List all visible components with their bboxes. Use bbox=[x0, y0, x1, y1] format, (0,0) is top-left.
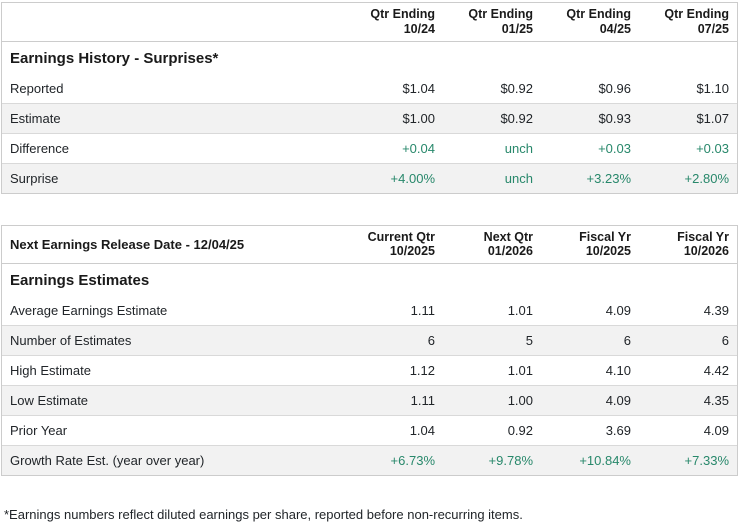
column-header: Qtr Ending 04/25 bbox=[541, 3, 639, 42]
column-header-line2: 10/2025 bbox=[585, 244, 631, 259]
table-row: Prior Year 1.04 0.92 3.69 4.09 bbox=[2, 415, 737, 446]
table-row: Surprise +4.00% unch +3.23% +2.80% bbox=[2, 163, 737, 193]
column-header: Qtr Ending 01/25 bbox=[443, 3, 541, 42]
column-header-line2: 10/2025 bbox=[389, 244, 435, 259]
column-header: Qtr Ending 07/25 bbox=[639, 3, 737, 42]
cell-value: +10.84% bbox=[579, 453, 631, 468]
column-header-line2: 01/2026 bbox=[487, 244, 533, 259]
row-label: Average Earnings Estimate bbox=[2, 296, 345, 326]
column-header-line2: 04/25 bbox=[599, 21, 631, 36]
column-header-line1: Next Qtr bbox=[483, 229, 533, 244]
cell-value: 1.00 bbox=[443, 385, 541, 416]
next-earnings-release-date: Next Earnings Release Date - 12/04/25 bbox=[2, 225, 345, 264]
cell-value: $0.92 bbox=[443, 73, 541, 104]
column-header-line1: Qtr Ending bbox=[468, 7, 533, 21]
column-header-line2: 10/2026 bbox=[683, 244, 729, 259]
table-row: High Estimate 1.12 1.01 4.10 4.42 bbox=[2, 355, 737, 386]
cell-value: 4.10 bbox=[541, 355, 639, 386]
cell-value: +0.03 bbox=[639, 133, 737, 164]
cell-value: 4.09 bbox=[541, 296, 639, 326]
column-header: Fiscal Yr 10/2026 bbox=[639, 225, 737, 264]
column-header: Fiscal Yr 10/2025 bbox=[541, 225, 639, 264]
row-label: High Estimate bbox=[2, 355, 345, 386]
cell-value: $0.96 bbox=[541, 73, 639, 104]
cell-value: 4.42 bbox=[639, 355, 737, 386]
cell-value: $0.92 bbox=[443, 103, 541, 134]
table-row: Estimate $1.00 $0.92 $0.93 $1.07 bbox=[2, 103, 737, 134]
column-header-line1: Fiscal Yr bbox=[579, 229, 631, 244]
cell-value: 4.35 bbox=[639, 385, 737, 416]
column-header-line2: 07/25 bbox=[697, 21, 729, 36]
column-header-line1: Qtr Ending bbox=[664, 7, 729, 21]
cell-value: 3.69 bbox=[541, 415, 639, 446]
earnings-history-surprises-table: Earnings History - Surprises* Qtr Ending… bbox=[1, 2, 738, 194]
cell-value: 6 bbox=[541, 325, 639, 356]
cell-value: $1.10 bbox=[639, 73, 737, 104]
row-label: Prior Year bbox=[2, 415, 345, 446]
cell-value: $1.00 bbox=[345, 103, 443, 134]
cell-value: 4.39 bbox=[639, 296, 737, 326]
table-title: Earnings History - Surprises* bbox=[10, 49, 219, 67]
column-header: Current Qtr 10/2025 bbox=[345, 225, 443, 264]
cell-value: 5 bbox=[443, 325, 541, 356]
cell-value: 6 bbox=[639, 325, 737, 356]
row-label: Difference bbox=[2, 133, 345, 164]
cell-value: 4.09 bbox=[541, 385, 639, 416]
cell-value: 4.09 bbox=[639, 415, 737, 446]
footnote: *Earnings numbers reflect diluted earnin… bbox=[4, 507, 523, 522]
cell-value: +0.04 bbox=[345, 133, 443, 164]
cell-value: 6 bbox=[345, 325, 443, 356]
row-label: Reported bbox=[2, 73, 345, 104]
table-row: Reported $1.04 $0.92 $0.96 $1.10 bbox=[2, 73, 737, 104]
table-title-row: Earnings History - Surprises* bbox=[2, 41, 737, 74]
row-label: Number of Estimates bbox=[2, 325, 345, 356]
column-header-line1: Fiscal Yr bbox=[677, 229, 729, 244]
cell-value: +7.33% bbox=[684, 453, 729, 468]
cell-value: $1.07 bbox=[639, 103, 737, 134]
column-header: Qtr Ending 10/24 bbox=[345, 3, 443, 42]
column-header-line2: 10/24 bbox=[403, 21, 435, 36]
cell-value: 1.01 bbox=[443, 296, 541, 326]
cell-value: +4.00% bbox=[390, 170, 435, 186]
cell-value: +9.78% bbox=[488, 453, 533, 468]
table-row: Difference +0.04 unch +0.03 +0.03 bbox=[2, 133, 737, 164]
corner-cell bbox=[2, 3, 345, 42]
column-header-line1: Current Qtr bbox=[367, 229, 435, 244]
column-header-row: Next Earnings Release Date - 12/04/25 Cu… bbox=[2, 225, 737, 264]
row-label: Low Estimate bbox=[2, 385, 345, 416]
column-header: Next Qtr 01/2026 bbox=[443, 225, 541, 264]
table-title: Earnings Estimates bbox=[10, 272, 150, 289]
table-row: Growth Rate Est. (year over year) +6.73% +… bbox=[2, 445, 737, 475]
cell-value: 1.11 bbox=[345, 385, 443, 416]
column-header-line2: 01/25 bbox=[501, 21, 533, 36]
cell-value: 1.12 bbox=[345, 355, 443, 386]
cell-value: $0.93 bbox=[541, 103, 639, 134]
table-row: Low Estimate 1.11 1.00 4.09 4.35 bbox=[2, 385, 737, 416]
column-header-line1: Qtr Ending bbox=[370, 7, 435, 21]
cell-value: +0.03 bbox=[541, 133, 639, 164]
cell-value: $1.04 bbox=[345, 73, 443, 104]
cell-value: 0.92 bbox=[443, 415, 541, 446]
cell-value: +3.23% bbox=[586, 170, 631, 186]
row-label: Surprise bbox=[10, 170, 59, 186]
cell-value: 1.01 bbox=[443, 355, 541, 386]
cell-value: unch bbox=[504, 170, 533, 186]
table-row: Average Earnings Estimate 1.11 1.01 4.09 4.3… bbox=[2, 296, 737, 326]
row-label: Estimate bbox=[2, 103, 345, 134]
cell-value: 1.04 bbox=[345, 415, 443, 446]
cell-value: 1.11 bbox=[345, 296, 443, 326]
earnings-estimates-table: Earnings Estimates Next Earnings Release… bbox=[1, 224, 738, 476]
cell-value: unch bbox=[443, 133, 541, 164]
cell-value: +2.80% bbox=[684, 170, 729, 186]
column-header-line1: Qtr Ending bbox=[566, 7, 631, 21]
cell-value: +6.73% bbox=[390, 453, 435, 468]
column-header-row: Qtr Ending 10/24 Qtr Ending 01/25 Qtr En… bbox=[2, 3, 737, 42]
row-label: Growth Rate Est. (year over year) bbox=[10, 453, 205, 468]
table-row: Number of Estimates 6 5 6 6 bbox=[2, 325, 737, 356]
table-title-row: Earnings Estimates bbox=[2, 264, 737, 297]
